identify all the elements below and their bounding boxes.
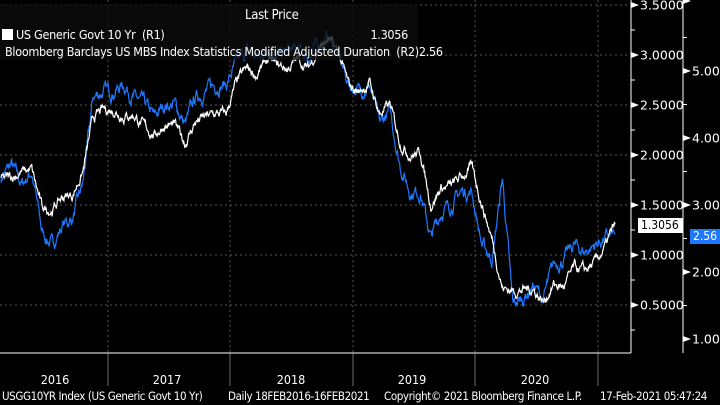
r1-tick-marker xyxy=(631,302,639,308)
footer-timestamp: 17-Feb-2021 05:47:24 xyxy=(600,389,707,403)
r1-last-value-tag: 1.3056 xyxy=(638,218,683,233)
footer-range: Daily 18FEB2016-16FEB2021 xyxy=(228,389,370,403)
r1-tick-label: 0.5000 xyxy=(640,298,684,313)
series-line-us10y xyxy=(0,35,616,304)
year-label: 2020 xyxy=(520,372,550,387)
legend-label: US Generic Govt 10 Yr (R1) xyxy=(16,26,165,42)
r2-tick-label: 1.00 xyxy=(692,332,720,347)
r1-tick-label: 2.0000 xyxy=(640,148,684,163)
r1-tick-marker xyxy=(631,152,639,158)
r2-tick-marker xyxy=(683,135,691,141)
legend-item-mbs-duration[interactable]: Bloomberg Barclays US MBS Index Statisti… xyxy=(2,43,443,59)
year-label: 2017 xyxy=(152,372,182,387)
r2-tick-label: 5.00 xyxy=(692,64,720,79)
footer-ticker: USGG10YR Index (US Generic Govt 10 Yr) xyxy=(2,389,203,403)
r2-tick-marker xyxy=(683,68,691,74)
r2-tick-marker xyxy=(683,269,691,275)
r1-tick-marker xyxy=(631,52,639,58)
r2-tick-label: 4.00 xyxy=(692,131,720,146)
r1-tick-label: 3.5000 xyxy=(640,0,684,13)
year-label: 2019 xyxy=(397,372,427,387)
legend-header: Last Price xyxy=(245,8,299,23)
r2-tick-marker xyxy=(683,202,691,208)
r1-tick-marker xyxy=(631,102,639,108)
r2-last-value-tag: 2.56 xyxy=(690,229,720,244)
r2-tick-label: 2.00 xyxy=(692,265,720,280)
series-line-mbs-duration xyxy=(0,30,616,308)
r1-tick-marker xyxy=(631,202,639,208)
legend-swatch-white xyxy=(2,28,13,40)
r2-tick-marker xyxy=(683,0,691,4)
legend: Last Price US Generic Govt 10 Yr (R1) 1.… xyxy=(0,4,443,60)
legend-item-us10y[interactable]: US Generic Govt 10 Yr (R1) 1.3056 xyxy=(2,26,418,42)
footer-copyright: Copyright© 2021 Bloomberg Finance L.P. xyxy=(384,389,582,403)
r1-tick-marker xyxy=(631,2,639,8)
r1-tick-label: 3.0000 xyxy=(640,48,684,63)
r1-tick-label: 1.0000 xyxy=(640,248,684,263)
year-label: 2018 xyxy=(276,372,306,387)
r1-tick-label: 2.5000 xyxy=(640,98,684,113)
r2-tick-label: 3.00 xyxy=(692,198,720,213)
legend-value: 2.56 xyxy=(418,43,443,59)
r1-tick-marker xyxy=(631,252,639,258)
legend-value: 1.3056 xyxy=(370,26,408,42)
legend-label: Bloomberg Barclays US MBS Index Statisti… xyxy=(5,43,419,59)
r2-tick-marker xyxy=(683,336,691,342)
year-label: 2016 xyxy=(40,372,70,387)
r1-tick-label: 1.5000 xyxy=(640,198,684,213)
